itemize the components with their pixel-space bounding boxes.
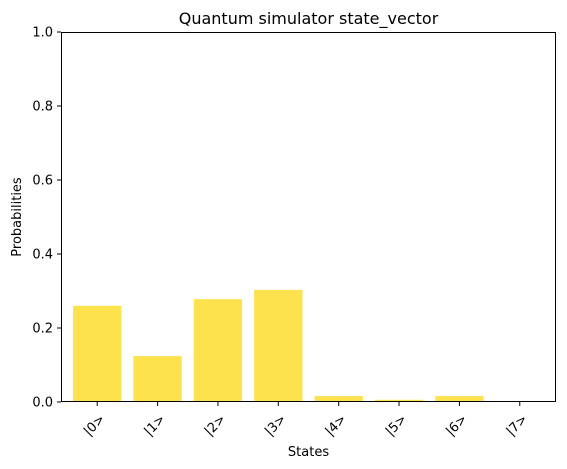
chart-title: Quantum simulator state_vector bbox=[179, 9, 439, 29]
x-tick-label-4: |4> bbox=[323, 412, 350, 439]
bar-2 bbox=[193, 299, 243, 402]
x-tick-label-2: |2> bbox=[202, 412, 229, 439]
x-tick-label-5: |5> bbox=[383, 412, 410, 439]
y-tick-label-2: 0.4 bbox=[32, 248, 53, 263]
bar-1 bbox=[133, 356, 182, 402]
y-tick-label-4: 0.8 bbox=[32, 100, 53, 115]
bar-3 bbox=[254, 289, 303, 402]
y-tick-label-3: 0.6 bbox=[32, 174, 53, 189]
x-tick-label-1: |1> bbox=[141, 412, 168, 439]
bar-5 bbox=[374, 399, 424, 402]
bar-6 bbox=[435, 396, 484, 402]
y-axis-ticks: 0.0 0.2 0.4 0.6 0.8 1.0 bbox=[32, 26, 61, 411]
x-tick-label-0: |0> bbox=[81, 412, 108, 439]
y-tick-label-5: 1.0 bbox=[32, 26, 53, 41]
y-tick-label-0: 0.0 bbox=[32, 396, 53, 411]
x-tick-label-7: |7> bbox=[504, 412, 531, 439]
bars-group bbox=[73, 289, 544, 402]
plot-frame bbox=[61, 32, 556, 402]
x-axis-ticks: |0> |1> |2> |3> |4> |5> |6> |7> bbox=[81, 402, 531, 439]
bar-0 bbox=[73, 305, 122, 402]
x-tick-label-6: |6> bbox=[443, 412, 470, 439]
y-tick-label-1: 0.2 bbox=[32, 322, 53, 337]
x-axis-label: States bbox=[288, 445, 329, 460]
bar-4 bbox=[314, 396, 363, 402]
y-axis-label: Probabilities bbox=[10, 177, 25, 257]
x-tick-label-3: |3> bbox=[262, 412, 289, 439]
